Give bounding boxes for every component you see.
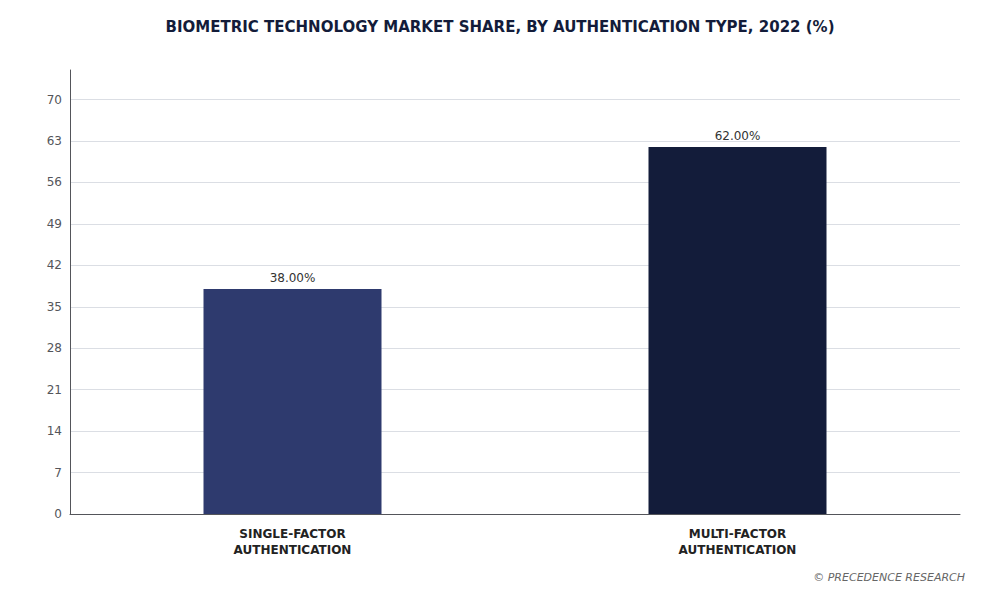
svg-text:0: 0: [54, 507, 62, 521]
svg-text:56: 56: [47, 175, 62, 189]
svg-text:© PRECEDENCE RESEARCH: © PRECEDENCE RESEARCH: [813, 571, 965, 584]
svg-text:62.00%: 62.00%: [715, 129, 761, 143]
svg-text:SINGLE-FACTOR: SINGLE-FACTOR: [239, 527, 345, 541]
svg-text:MULTI-FACTOR: MULTI-FACTOR: [689, 527, 787, 541]
svg-text:7: 7: [54, 466, 62, 480]
svg-text:AUTHENTICATION: AUTHENTICATION: [234, 543, 352, 557]
svg-text:AUTHENTICATION: AUTHENTICATION: [679, 543, 797, 557]
svg-text:42: 42: [47, 258, 62, 272]
svg-text:21: 21: [47, 383, 62, 397]
svg-text:70: 70: [47, 93, 62, 107]
svg-text:BIOMETRIC TECHNOLOGY MARKET SH: BIOMETRIC TECHNOLOGY MARKET SHARE, BY AU…: [166, 18, 835, 36]
svg-text:28: 28: [47, 341, 62, 355]
svg-text:14: 14: [47, 424, 62, 438]
svg-text:49: 49: [47, 217, 62, 231]
svg-text:63: 63: [47, 134, 62, 148]
svg-text:35: 35: [47, 300, 62, 314]
svg-text:38.00%: 38.00%: [270, 271, 316, 285]
